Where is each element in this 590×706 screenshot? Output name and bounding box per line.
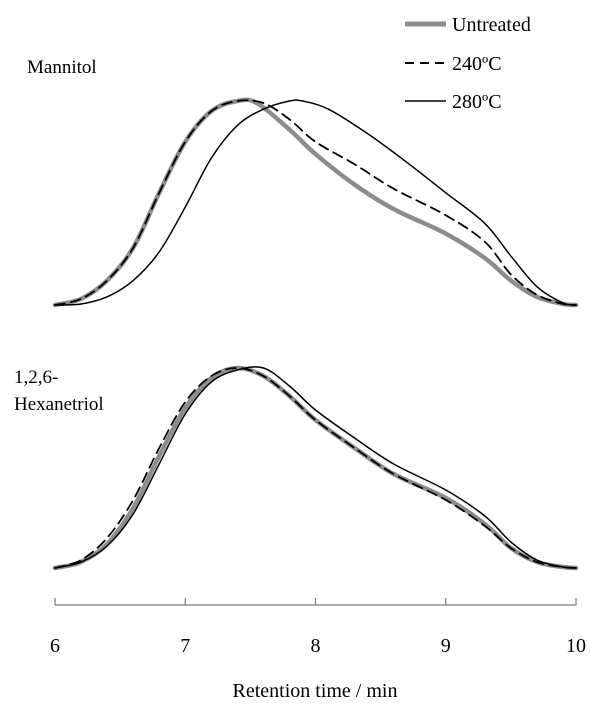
x-tick-label: 9 <box>441 635 451 657</box>
series-line-mannitol-untreated <box>52 97 579 308</box>
legend-label-280c: 280ºC <box>452 91 502 113</box>
plot-panel-hexanetriol <box>52 365 579 571</box>
series-line-hexanetriol-240c <box>54 367 577 569</box>
series-line-mannitol-240c <box>54 99 577 306</box>
panel-label-hexanetriol-line2: Hexanetriol <box>14 394 104 415</box>
x-axis-title: Retention time / min <box>233 680 398 702</box>
legend: Untreated 240ºC 280ºC <box>405 14 531 113</box>
series-line-mannitol-280c <box>54 99 577 306</box>
plot-panel-mannitol <box>52 97 579 308</box>
series-line-hexanetriol-280c <box>54 366 577 569</box>
x-tick-label: 7 <box>180 635 190 657</box>
legend-label-240c: 240ºC <box>452 53 502 75</box>
x-tick-label: 10 <box>566 635 586 657</box>
x-tick-label: 8 <box>311 635 321 657</box>
x-axis-ticks: 6 7 8 9 10 <box>50 598 586 657</box>
panel-label-hexanetriol-line1: 1,2,6- <box>14 367 58 388</box>
legend-label-untreated: Untreated <box>452 14 531 36</box>
x-tick-label: 6 <box>50 635 60 657</box>
panel-label-mannitol: Mannitol <box>27 57 97 78</box>
